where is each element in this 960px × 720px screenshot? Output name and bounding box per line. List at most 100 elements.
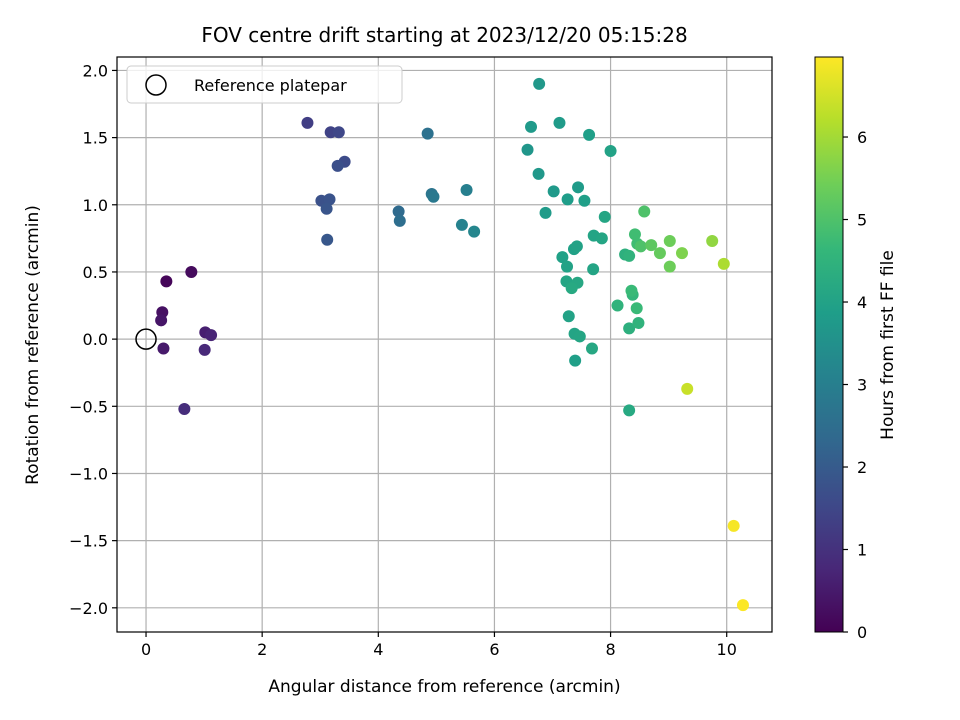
colorbar-tick-label: 1 bbox=[857, 541, 867, 560]
data-point bbox=[565, 282, 578, 295]
colorbar-tick-label: 5 bbox=[857, 211, 867, 230]
x-tick-label: 10 bbox=[717, 640, 737, 659]
data-point bbox=[561, 260, 574, 273]
data-point bbox=[572, 181, 585, 194]
data-point bbox=[539, 206, 552, 219]
colorbar-tick-label: 4 bbox=[857, 293, 867, 312]
x-tick-label: 0 bbox=[141, 640, 151, 659]
data-point bbox=[455, 218, 468, 231]
data-point bbox=[178, 402, 191, 415]
data-point bbox=[585, 342, 598, 355]
x-axis-label: Angular distance from reference (arcmin) bbox=[268, 677, 620, 697]
data-point bbox=[578, 194, 591, 207]
data-point bbox=[625, 284, 638, 297]
y-tick-label: 0.5 bbox=[83, 263, 108, 282]
data-point bbox=[587, 263, 600, 276]
data-point bbox=[392, 205, 405, 218]
data-point bbox=[628, 228, 641, 241]
colorbar-ticks: 0 1 2 3 4 5 6 bbox=[843, 128, 867, 642]
reference-platepar-marker bbox=[135, 328, 157, 350]
data-point bbox=[556, 251, 569, 264]
y-tick-label: 1.0 bbox=[83, 196, 108, 215]
data-point bbox=[727, 519, 740, 532]
y-tick-label: −2.0 bbox=[69, 599, 108, 618]
colorbar-tick-label: 2 bbox=[857, 458, 867, 477]
data-point bbox=[562, 310, 575, 323]
y-tick-label: 2.0 bbox=[83, 61, 108, 80]
legend-marker-open-circle bbox=[145, 74, 167, 96]
data-point bbox=[569, 354, 582, 367]
data-point bbox=[525, 120, 538, 133]
grid-layer bbox=[117, 57, 772, 632]
y-tick-label: 1.5 bbox=[83, 129, 108, 148]
data-point bbox=[681, 382, 694, 395]
data-point bbox=[598, 210, 611, 223]
x-tick-label: 2 bbox=[257, 640, 267, 659]
colorbar-tick-label: 6 bbox=[857, 128, 867, 147]
colorbar-tick-label: 0 bbox=[857, 623, 867, 642]
data-point bbox=[160, 275, 173, 288]
data-point bbox=[717, 257, 730, 270]
x-tick-label: 6 bbox=[489, 640, 499, 659]
data-point bbox=[547, 185, 560, 198]
data-point bbox=[623, 249, 636, 262]
chart-title: FOV centre drift starting at 2023/12/20 … bbox=[201, 23, 687, 47]
data-point bbox=[645, 239, 658, 252]
data-point bbox=[532, 167, 545, 180]
colorbar-tick-label: 3 bbox=[857, 376, 867, 395]
x-tick-label: 4 bbox=[373, 640, 383, 659]
data-point bbox=[570, 240, 583, 253]
data-point bbox=[205, 329, 218, 342]
colorbar-label: Hours from first FF file bbox=[878, 250, 898, 440]
data-point bbox=[468, 225, 481, 238]
y-tick-label: −0.5 bbox=[69, 397, 108, 416]
data-point bbox=[634, 240, 647, 253]
data-point bbox=[155, 314, 168, 327]
data-point bbox=[604, 145, 617, 158]
data-point bbox=[706, 235, 719, 248]
data-point bbox=[533, 77, 546, 90]
data-point bbox=[663, 260, 676, 273]
data-point bbox=[323, 193, 336, 206]
data-point bbox=[675, 247, 688, 260]
data-point bbox=[632, 317, 645, 330]
data-point bbox=[320, 202, 333, 215]
data-point bbox=[321, 233, 334, 246]
data-point bbox=[185, 265, 198, 278]
data-points bbox=[135, 77, 749, 612]
data-point bbox=[521, 143, 534, 156]
data-point bbox=[595, 232, 608, 245]
data-point bbox=[553, 116, 566, 129]
data-point bbox=[623, 322, 636, 335]
data-point bbox=[573, 330, 586, 343]
data-point bbox=[460, 184, 473, 197]
y-tick-label: 0.0 bbox=[83, 330, 108, 349]
data-point bbox=[331, 159, 344, 172]
y-tick-label: −1.5 bbox=[69, 532, 108, 551]
data-point bbox=[393, 214, 406, 227]
data-point bbox=[653, 247, 666, 260]
legend-box bbox=[126, 65, 403, 104]
data-point bbox=[157, 342, 170, 355]
colorbar bbox=[814, 56, 844, 633]
data-point bbox=[421, 127, 434, 140]
data-point bbox=[427, 190, 440, 203]
legend: Reference platepar bbox=[126, 65, 403, 104]
y-axis-label: Rotation from reference (arcmin) bbox=[23, 205, 43, 485]
data-point bbox=[301, 116, 314, 129]
x-tick-label: 8 bbox=[605, 640, 615, 659]
data-point bbox=[611, 299, 624, 312]
data-point bbox=[630, 302, 643, 315]
data-point bbox=[736, 599, 749, 612]
data-point bbox=[638, 205, 651, 218]
legend-label: Reference platepar bbox=[194, 76, 347, 95]
axis-ticks: 0 2 4 6 8 10 2.0 1.5 1.0 0.5 0.0 −0.5 −1.0 −1.5 −2.0 bbox=[69, 61, 737, 659]
data-point bbox=[332, 126, 345, 139]
data-point bbox=[198, 343, 211, 356]
y-tick-label: −1.0 bbox=[69, 464, 108, 483]
data-point bbox=[561, 193, 574, 206]
plot-frame bbox=[116, 56, 773, 633]
data-point bbox=[663, 235, 676, 248]
data-point bbox=[583, 128, 596, 141]
